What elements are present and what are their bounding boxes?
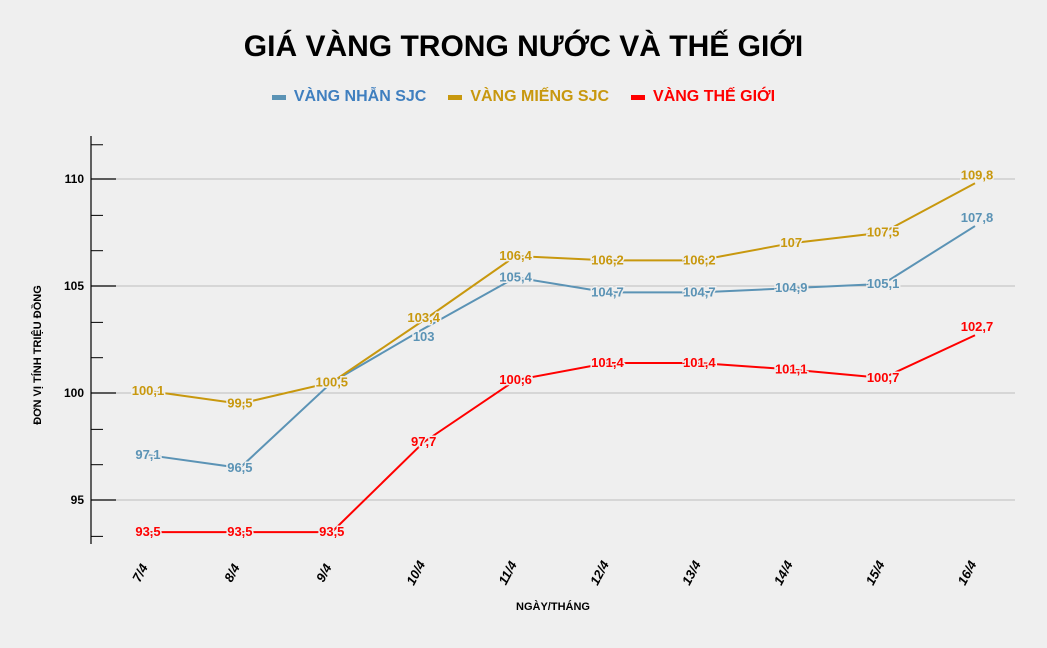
svg-text:100,7: 100,7 [867, 370, 900, 385]
svg-text:103,4: 103,4 [407, 310, 440, 325]
x-tick-label: 7/4 [129, 561, 151, 585]
svg-text:107,5: 107,5 [867, 225, 900, 240]
svg-text:101,4: 101,4 [591, 355, 624, 370]
data-label: 100,6 [499, 372, 532, 387]
y-tick-label: 105 [64, 279, 84, 293]
data-label: 105,4 [499, 269, 532, 284]
data-label: 103 [413, 329, 435, 344]
svg-text:104,9: 104,9 [775, 280, 808, 295]
data-label: 100,7 [867, 370, 900, 385]
x-tick-label: 13/4 [679, 558, 704, 588]
data-label: 102,7 [961, 319, 994, 334]
x-tick-label: 11/4 [495, 558, 520, 587]
series-line [147, 182, 976, 405]
svg-text:100,1: 100,1 [132, 383, 165, 398]
series-line [147, 225, 976, 469]
chart-title: GIÁ VÀNG TRONG NƯỚC VÀ THẾ GIỚI [243, 30, 804, 63]
svg-text:106,2: 106,2 [591, 252, 624, 267]
svg-text:106,2: 106,2 [683, 252, 716, 267]
legend-label: VÀNG NHẪN SJC [293, 88, 427, 105]
data-label: 97,1 [135, 447, 160, 462]
svg-text:93,5: 93,5 [319, 524, 344, 539]
x-tick-label: 12/4 [587, 558, 612, 588]
data-label: 101,4 [591, 355, 624, 370]
x-tick-label: 8/4 [221, 561, 243, 585]
chart-legend: VÀNG NHẪN SJC VÀNG MIẾNG SJC VÀNG THẾ GI… [0, 88, 1047, 106]
y-tick-label: 100 [64, 386, 84, 400]
data-label: 93,5 [319, 524, 344, 539]
svg-text:109,8: 109,8 [961, 167, 994, 182]
svg-text:97,7: 97,7 [411, 434, 436, 449]
legend-label: VÀNG MIẾNG SJC [470, 88, 610, 105]
svg-text:107,8: 107,8 [961, 210, 994, 225]
data-label: 100,1 [132, 383, 165, 398]
svg-text:103: 103 [413, 329, 435, 344]
legend-item-vang-mieng-sjc: VÀNG MIẾNG SJC [448, 88, 609, 106]
svg-text:102,7: 102,7 [961, 319, 994, 334]
svg-text:93,5: 93,5 [227, 524, 252, 539]
svg-text:104,7: 104,7 [591, 284, 624, 299]
series-line [148, 334, 976, 534]
svg-text:96,5: 96,5 [227, 460, 252, 475]
y-tick-label: 95 [71, 493, 85, 507]
x-axis-label: NGÀY/THÁNG [516, 601, 590, 613]
data-label: 107,8 [961, 210, 994, 225]
svg-text:100,5: 100,5 [316, 374, 349, 389]
data-label: 101,1 [775, 361, 808, 376]
svg-text:93,5: 93,5 [135, 524, 160, 539]
svg-text:106,4: 106,4 [499, 248, 532, 263]
x-tick-label: 16/4 [954, 558, 979, 588]
y-tick-label: 110 [65, 172, 85, 186]
legend-item-vang-the-gioi: VÀNG THẾ GIỚI [631, 88, 775, 106]
data-label: 99,5 [227, 396, 252, 411]
data-label: 101,4 [683, 355, 716, 370]
data-label: 96,5 [227, 460, 252, 475]
data-label: 97,7 [411, 434, 436, 449]
legend-swatch-icon [271, 94, 286, 100]
legend-swatch-icon [631, 94, 646, 100]
x-tick-label: 15/4 [863, 558, 888, 588]
legend-item-vang-nhan-sjc: VÀNG NHẪN SJC [271, 88, 427, 106]
data-label: 107 [780, 235, 802, 250]
svg-text:101,1: 101,1 [775, 361, 808, 376]
svg-text:100,6: 100,6 [499, 372, 532, 387]
data-label: 106,2 [591, 252, 624, 267]
x-tick-label: 10/4 [403, 558, 428, 588]
data-label: 104,7 [683, 284, 716, 299]
data-label: 104,7 [591, 284, 624, 299]
data-label: 93,5 [135, 524, 160, 539]
data-label: 100,5 [316, 374, 349, 389]
legend-label: VÀNG THẾ GIỚI [653, 88, 776, 105]
data-label: 107,5 [867, 225, 900, 240]
data-label: 104,9 [775, 280, 808, 295]
svg-text:105,4: 105,4 [499, 269, 532, 284]
svg-text:97,1: 97,1 [135, 447, 160, 462]
y-axis-label: ĐƠN VỊ TÍNH TRIỆU ĐỒNG [32, 285, 44, 425]
x-tick-label: 9/4 [313, 561, 335, 585]
svg-text:99,5: 99,5 [227, 396, 252, 411]
data-label: 105,1 [867, 276, 900, 291]
data-label: 103,4 [407, 310, 440, 325]
legend-swatch-icon [448, 94, 463, 100]
x-tick-label: 14/4 [771, 558, 796, 588]
svg-text:104,7: 104,7 [683, 284, 716, 299]
data-label: 106,2 [683, 252, 716, 267]
svg-text:101,4: 101,4 [683, 355, 716, 370]
svg-text:105,1: 105,1 [867, 276, 900, 291]
data-label: 109,8 [961, 167, 994, 182]
svg-text:107: 107 [780, 235, 802, 250]
data-label: 106,4 [499, 248, 532, 263]
data-label: 93,5 [227, 524, 252, 539]
